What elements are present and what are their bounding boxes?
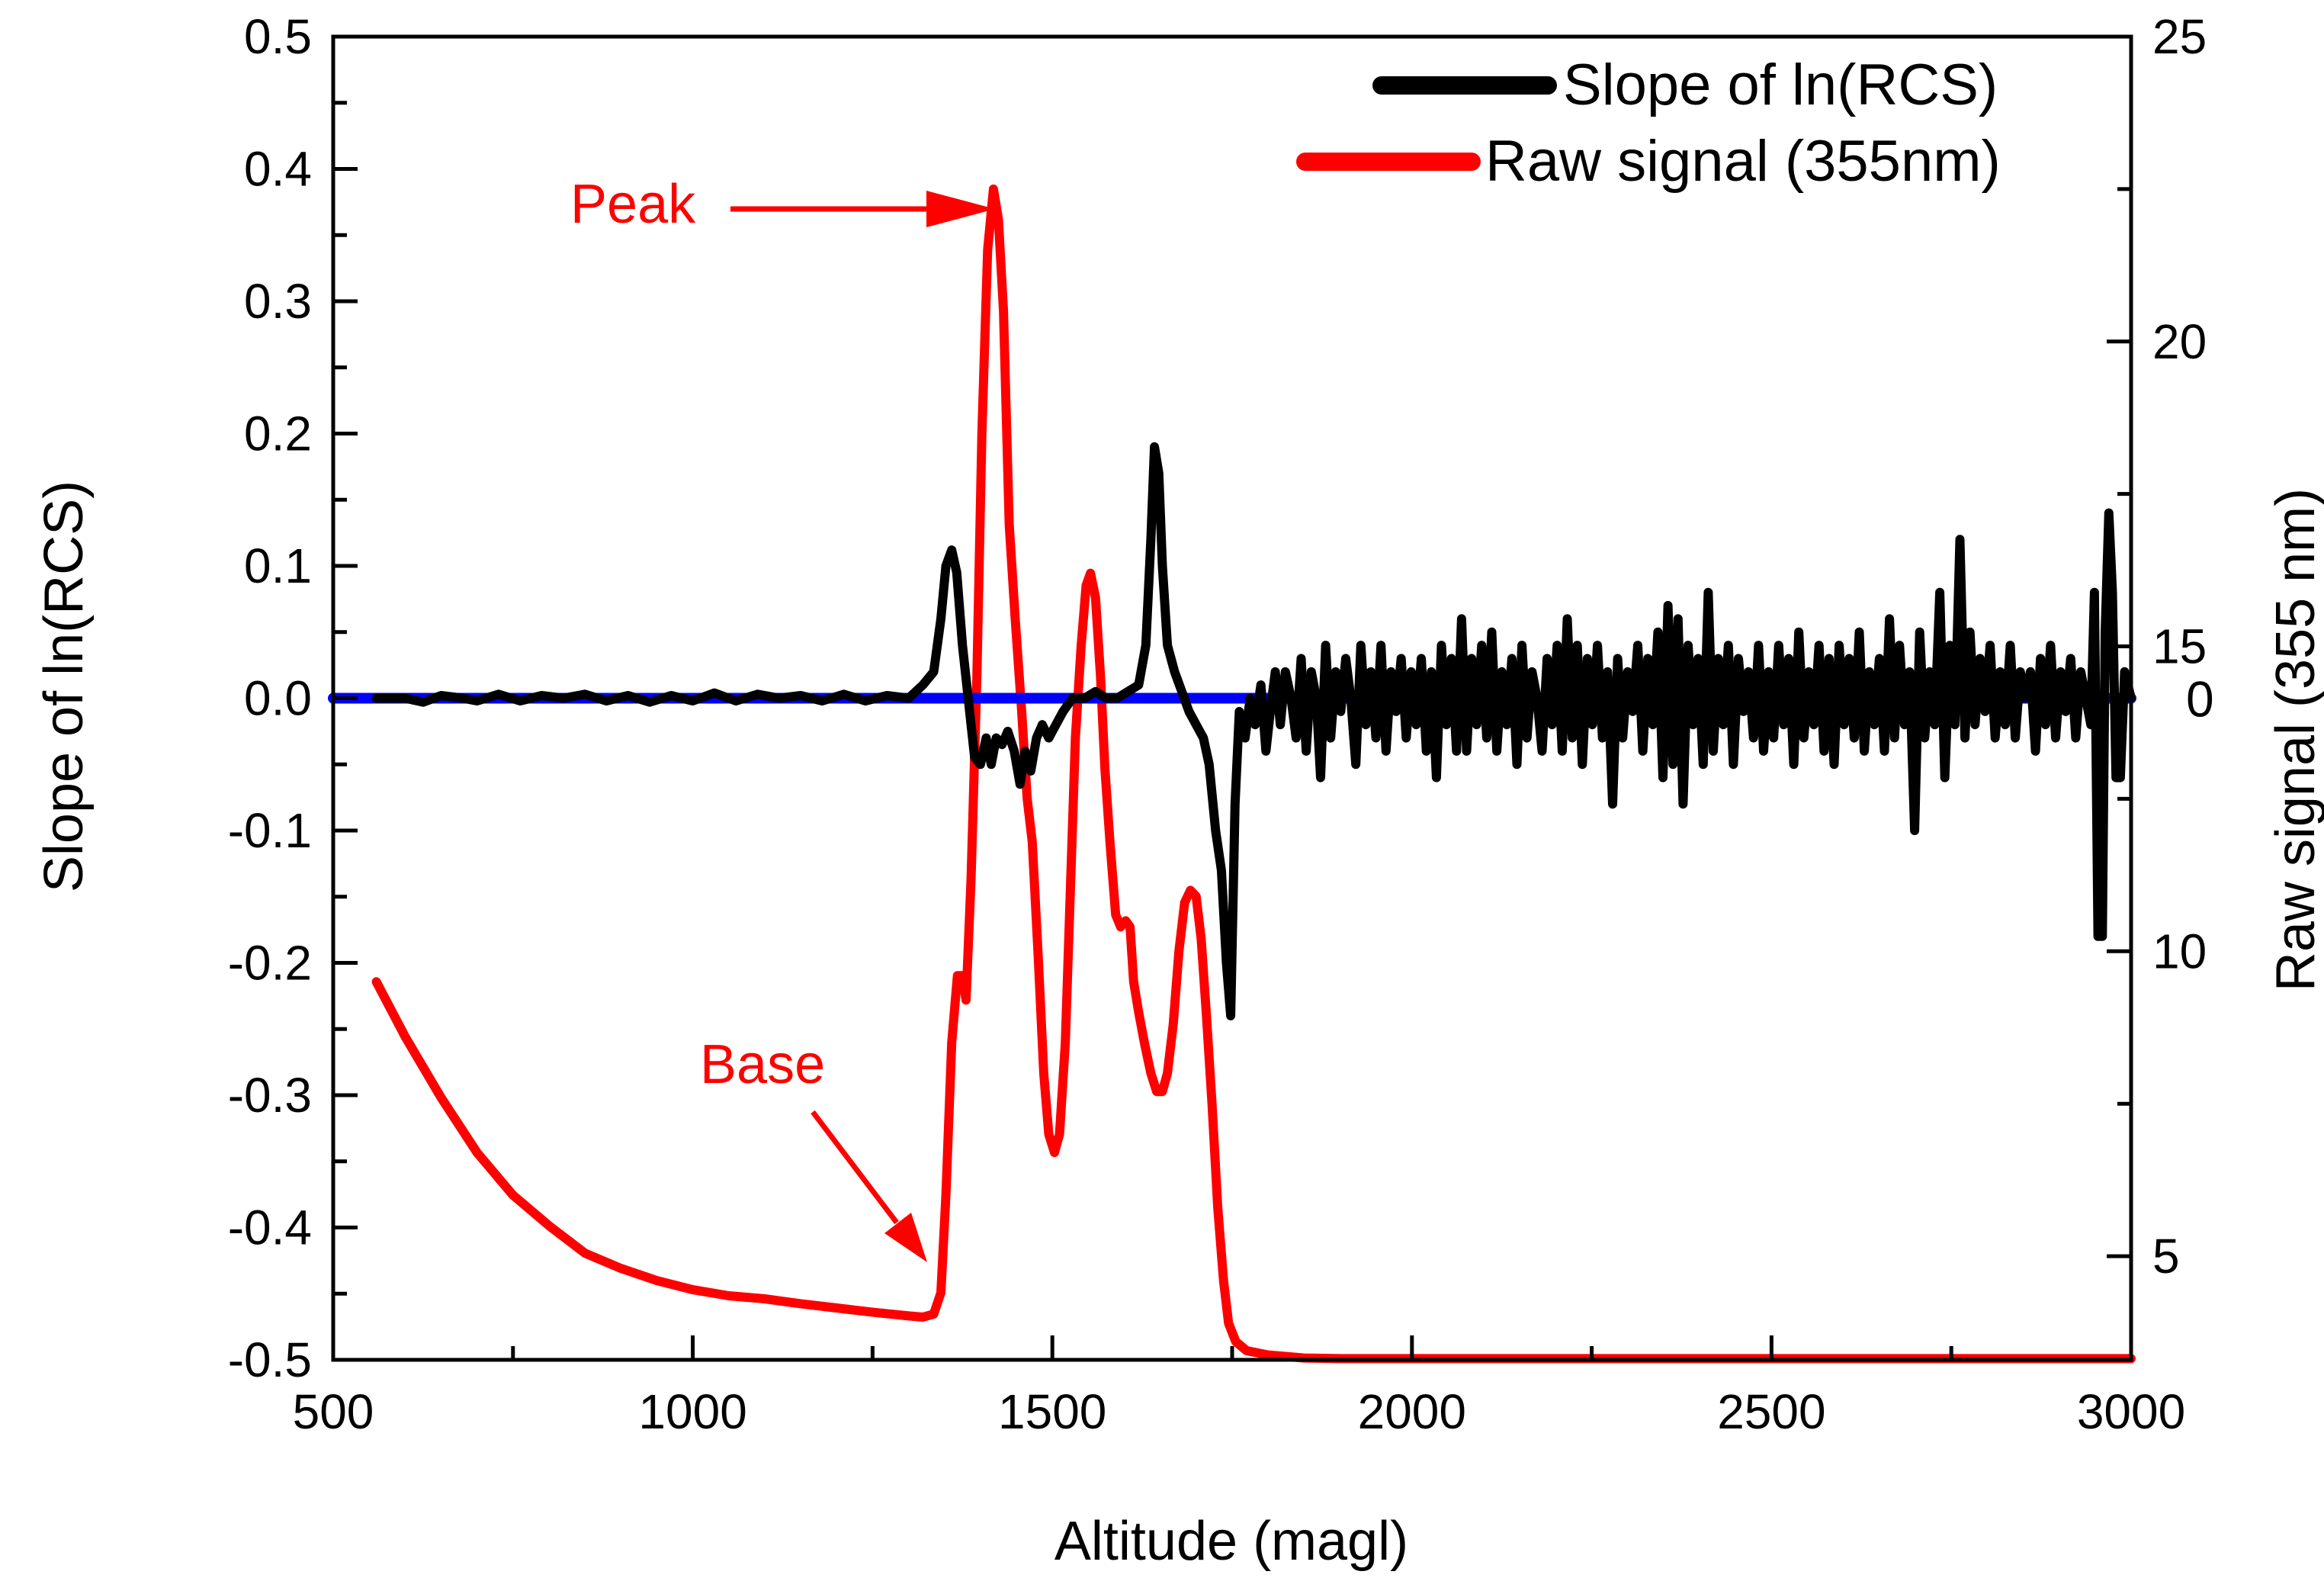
x-tick-label: 2000 [1358, 1384, 1466, 1439]
y-left-tick-label: 0.5 [244, 9, 312, 64]
y-left-tick-label: 0.2 [244, 406, 312, 461]
y-right-tick-label: 5 [2152, 1229, 2180, 1284]
y-right-tick-label: 25 [2152, 9, 2207, 64]
axes [331, 34, 2133, 1362]
y-left-tick-label: -0.5 [228, 1332, 312, 1387]
right-zero-label: 0 [2186, 671, 2214, 728]
y-left-tick-label: -0.1 [228, 803, 312, 858]
y-left-tick-label: -0.2 [228, 936, 312, 991]
series-line-raw-signal-355nm [371, 184, 2136, 1364]
base-arrow-head [884, 1213, 927, 1262]
legend: Slope of ln(RCS) Raw signal (355nm) [1296, 53, 2001, 194]
y-left-tick-label: 0.1 [244, 538, 312, 593]
x-tick-label: 500 [293, 1384, 374, 1439]
peak-label: Peak [570, 174, 696, 235]
legend-label-raw: Raw signal (355nm) [1485, 129, 2001, 194]
x-tick-label: 1500 [998, 1384, 1106, 1439]
base-arrow-shaft [811, 1110, 899, 1225]
y-left-tick-label: 0.3 [244, 274, 312, 329]
y-left-tick-label: -0.3 [228, 1068, 312, 1123]
x-tick-label: 1000 [638, 1384, 746, 1439]
y-left-tick-label: 0.0 [244, 671, 312, 726]
annotation-base: Base [700, 1034, 927, 1262]
x-tick-label: 3000 [2077, 1384, 2185, 1439]
y-left-tick-label: -0.4 [228, 1200, 312, 1255]
plot-series [328, 184, 2136, 1364]
y-right-tick-label: 15 [2152, 619, 2207, 674]
legend-label-slope: Slope of ln(RCS) [1563, 53, 1998, 117]
peak-arrow-head [926, 191, 995, 227]
tick-labels: 500 1000 1500 2000 2500 3000 0.5 0.4 0.3 0.2 0.1 0.… [228, 9, 2214, 1439]
x-tick-label: 2500 [1717, 1384, 1825, 1439]
annotation-peak: Peak [570, 174, 995, 235]
series-line-slope-of-ln-rcs [371, 442, 2136, 1020]
x-axis-label: Altitude (magl) [1054, 1511, 1408, 1572]
y-left-tick-label: 0.4 [244, 142, 312, 197]
y-axis-left-label: Slope of ln(RCS) [34, 480, 95, 892]
y-axis-right-label: Raw signal (355 nm) [2265, 488, 2324, 991]
y-right-tick-label: 20 [2152, 314, 2207, 369]
base-label: Base [700, 1034, 825, 1095]
y-right-tick-label: 10 [2152, 924, 2207, 978]
